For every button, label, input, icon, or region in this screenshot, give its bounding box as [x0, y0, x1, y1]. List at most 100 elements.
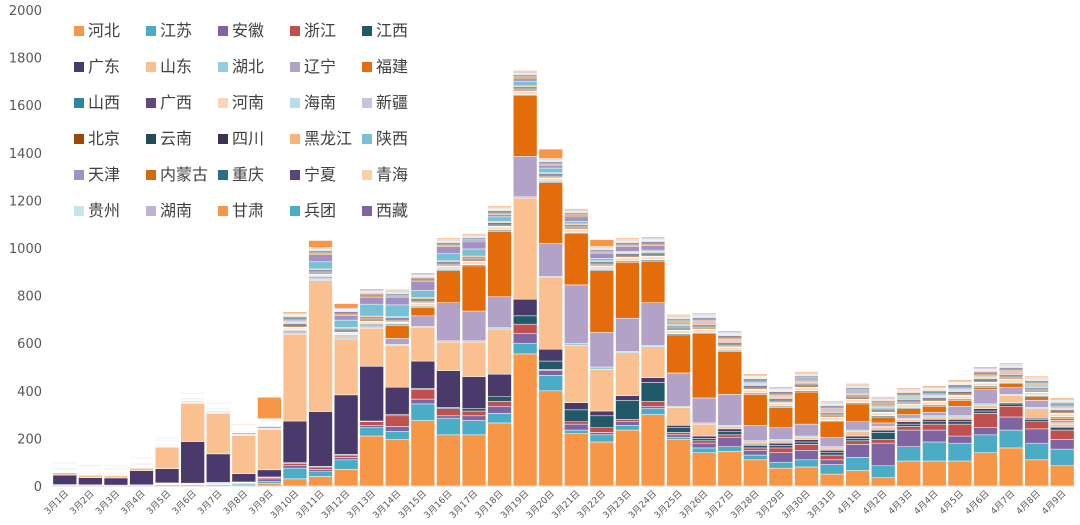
bar-segment: [333, 469, 359, 487]
bar-segment: [973, 386, 998, 390]
bar-segment: [564, 345, 589, 403]
bar-segment: [257, 396, 282, 419]
legend-swatch: [362, 62, 372, 72]
bar-segment: [513, 315, 538, 325]
bar-segment: [282, 333, 308, 422]
bar-stack: [538, 148, 563, 487]
bar-segment: [922, 421, 947, 425]
bar-segment: [973, 427, 998, 436]
bar-segment: [564, 229, 589, 233]
bar-segment: [768, 447, 794, 453]
bar-segment: [385, 304, 410, 318]
legend-label: 甘肃: [232, 201, 265, 220]
bar-segment: [461, 410, 487, 417]
bar-segment: [385, 439, 410, 487]
x-tick-label: 4月5日: [937, 488, 966, 517]
x-tick-label: 3月8日: [221, 488, 250, 517]
bar-segment: [819, 459, 845, 465]
bar-segment: [333, 315, 359, 321]
legend-swatch: [74, 206, 84, 216]
bar-stack: [922, 385, 947, 487]
bar-segment: [819, 450, 845, 453]
bar-segment: [308, 476, 333, 487]
bar-stack: [78, 464, 103, 487]
bar-segment: [538, 165, 563, 169]
bar-segment: [717, 426, 742, 430]
x-tick-label: 4月6日: [963, 488, 992, 517]
bar-segment: [564, 423, 589, 431]
bar-stacks: [52, 69, 1075, 487]
bar-segment: [692, 333, 717, 399]
bar-segment: [1024, 419, 1049, 422]
bar-segment: [819, 464, 845, 475]
bar-segment: [896, 414, 921, 419]
bar-segment: [589, 270, 614, 333]
y-tick-label: 0: [34, 480, 42, 495]
bar-segment: [231, 435, 256, 474]
bar-segment: [666, 436, 691, 440]
bar-segment: [717, 436, 742, 447]
bar-segment: [308, 254, 333, 263]
bar-segment: [206, 453, 231, 483]
bar-segment: [359, 327, 384, 367]
bar-segment: [513, 353, 538, 487]
legend-label: 广东: [88, 57, 121, 76]
bar-segment: [487, 216, 512, 222]
bar-segment: [717, 451, 742, 487]
legend-label: 安徽: [232, 21, 265, 40]
y-tick-label: 2000: [9, 4, 42, 19]
legend-label: 四川: [232, 129, 265, 148]
bar-stack: [333, 302, 359, 487]
bar-segment: [615, 262, 640, 319]
bar-stack: [871, 395, 896, 487]
bar-segment: [282, 478, 308, 487]
y-tick-label: 1800: [9, 52, 42, 67]
bar-segment: [819, 417, 845, 421]
legend-swatch: [74, 26, 84, 36]
bar-stack: [385, 288, 410, 487]
bar-segment: [589, 434, 614, 443]
bar-segment: [845, 431, 870, 437]
bar-segment: [947, 416, 973, 420]
legend-swatch: [74, 62, 84, 72]
x-tick-label: 3月6日: [170, 488, 199, 517]
bar-segment: [947, 400, 973, 407]
bar-segment: [922, 411, 947, 417]
bar-segment: [1024, 400, 1049, 408]
legend-swatch: [362, 26, 372, 36]
x-tick-label: 4月7日: [989, 488, 1018, 517]
bar-stack: [410, 272, 435, 487]
bar-segment: [947, 419, 973, 422]
y-axis: 0 200 400 600 800 1000 1200 1400 1600 1800 2000: [9, 4, 42, 495]
bar-stack: [52, 462, 77, 487]
bar-segment: [410, 420, 435, 487]
bar-segment: [538, 178, 563, 182]
bar-segment: [896, 404, 921, 408]
bar-segment: [922, 401, 947, 405]
bar-segment: [282, 465, 308, 469]
bar-segment: [538, 242, 563, 277]
bar-segment: [513, 80, 538, 87]
bar-segment: [666, 434, 691, 438]
bar-segment: [1024, 428, 1049, 444]
bar-segment: [1050, 420, 1075, 424]
bar-stack: [666, 313, 691, 487]
legend-swatch: [290, 170, 300, 180]
bar-stack: [282, 311, 308, 487]
bar-segment: [794, 439, 819, 443]
bar-segment: [308, 261, 333, 270]
bar-segment: [461, 261, 487, 265]
x-tick-label: 3月2日: [68, 488, 97, 517]
legend-swatch: [146, 170, 156, 180]
bar-stack: [513, 69, 538, 487]
bar-segment: [640, 346, 666, 378]
bar-segment: [385, 325, 410, 339]
bar-segment: [103, 477, 129, 486]
x-tick-label: 3月5日: [145, 488, 174, 517]
bar-segment: [871, 465, 896, 478]
bar-segment: [794, 387, 819, 391]
bar-segment: [845, 470, 870, 487]
bar-segment: [922, 460, 947, 487]
bar-segment: [385, 338, 410, 345]
bar-segment: [922, 406, 947, 413]
